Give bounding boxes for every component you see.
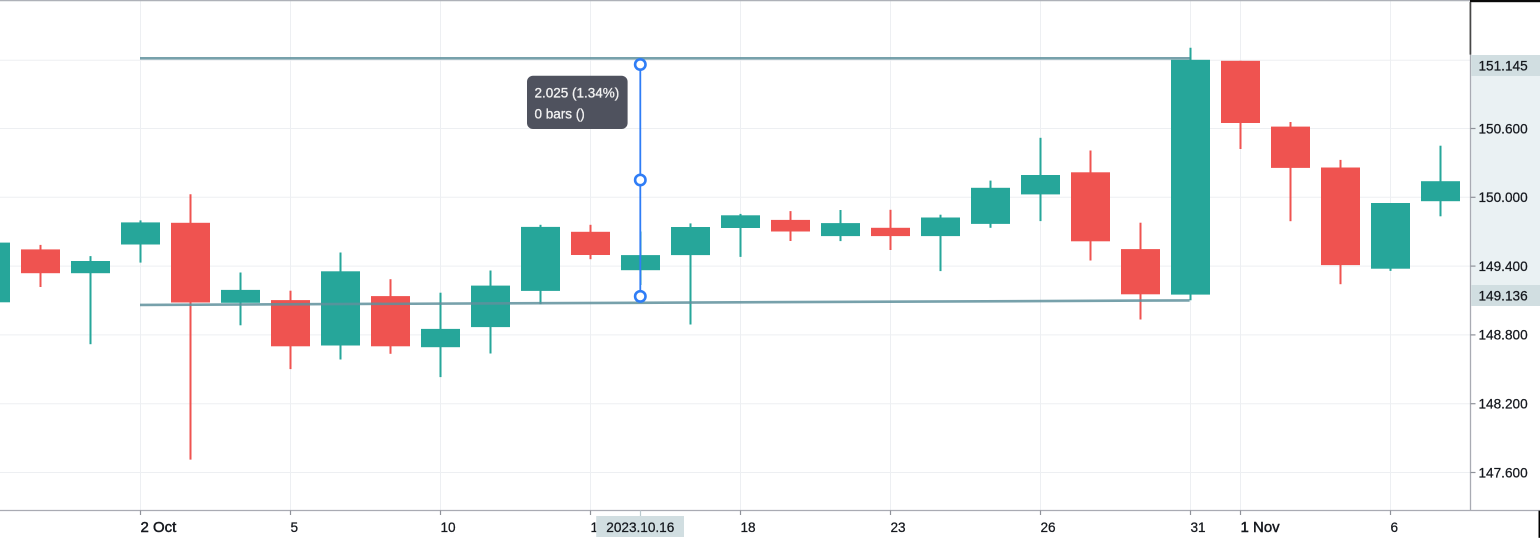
svg-text:26: 26 xyxy=(1041,520,1056,535)
svg-text:1 Nov: 1 Nov xyxy=(1241,519,1281,536)
svg-text:23: 23 xyxy=(891,520,906,535)
svg-text:150.000: 150.000 xyxy=(1479,190,1529,205)
svg-text:2 Oct: 2 Oct xyxy=(141,519,178,536)
svg-text:2.025 (1.34%): 2.025 (1.34%) xyxy=(535,86,620,101)
svg-text:151.145: 151.145 xyxy=(1479,58,1528,73)
svg-text:148.800: 148.800 xyxy=(1479,328,1529,343)
svg-text:5: 5 xyxy=(291,520,299,535)
svg-text:10: 10 xyxy=(441,520,457,535)
svg-text:149.400: 149.400 xyxy=(1479,259,1529,274)
svg-text:149.136: 149.136 xyxy=(1479,288,1528,303)
svg-text:2023.10.16: 2023.10.16 xyxy=(606,520,674,535)
svg-text:147.600: 147.600 xyxy=(1479,465,1529,480)
svg-text:150.600: 150.600 xyxy=(1479,121,1529,136)
svg-text:6: 6 xyxy=(1391,520,1399,535)
svg-text:0 bars (): 0 bars () xyxy=(535,107,585,122)
svg-text:18: 18 xyxy=(741,520,756,535)
svg-text:148.200: 148.200 xyxy=(1479,397,1529,412)
svg-text:31: 31 xyxy=(1191,520,1206,535)
